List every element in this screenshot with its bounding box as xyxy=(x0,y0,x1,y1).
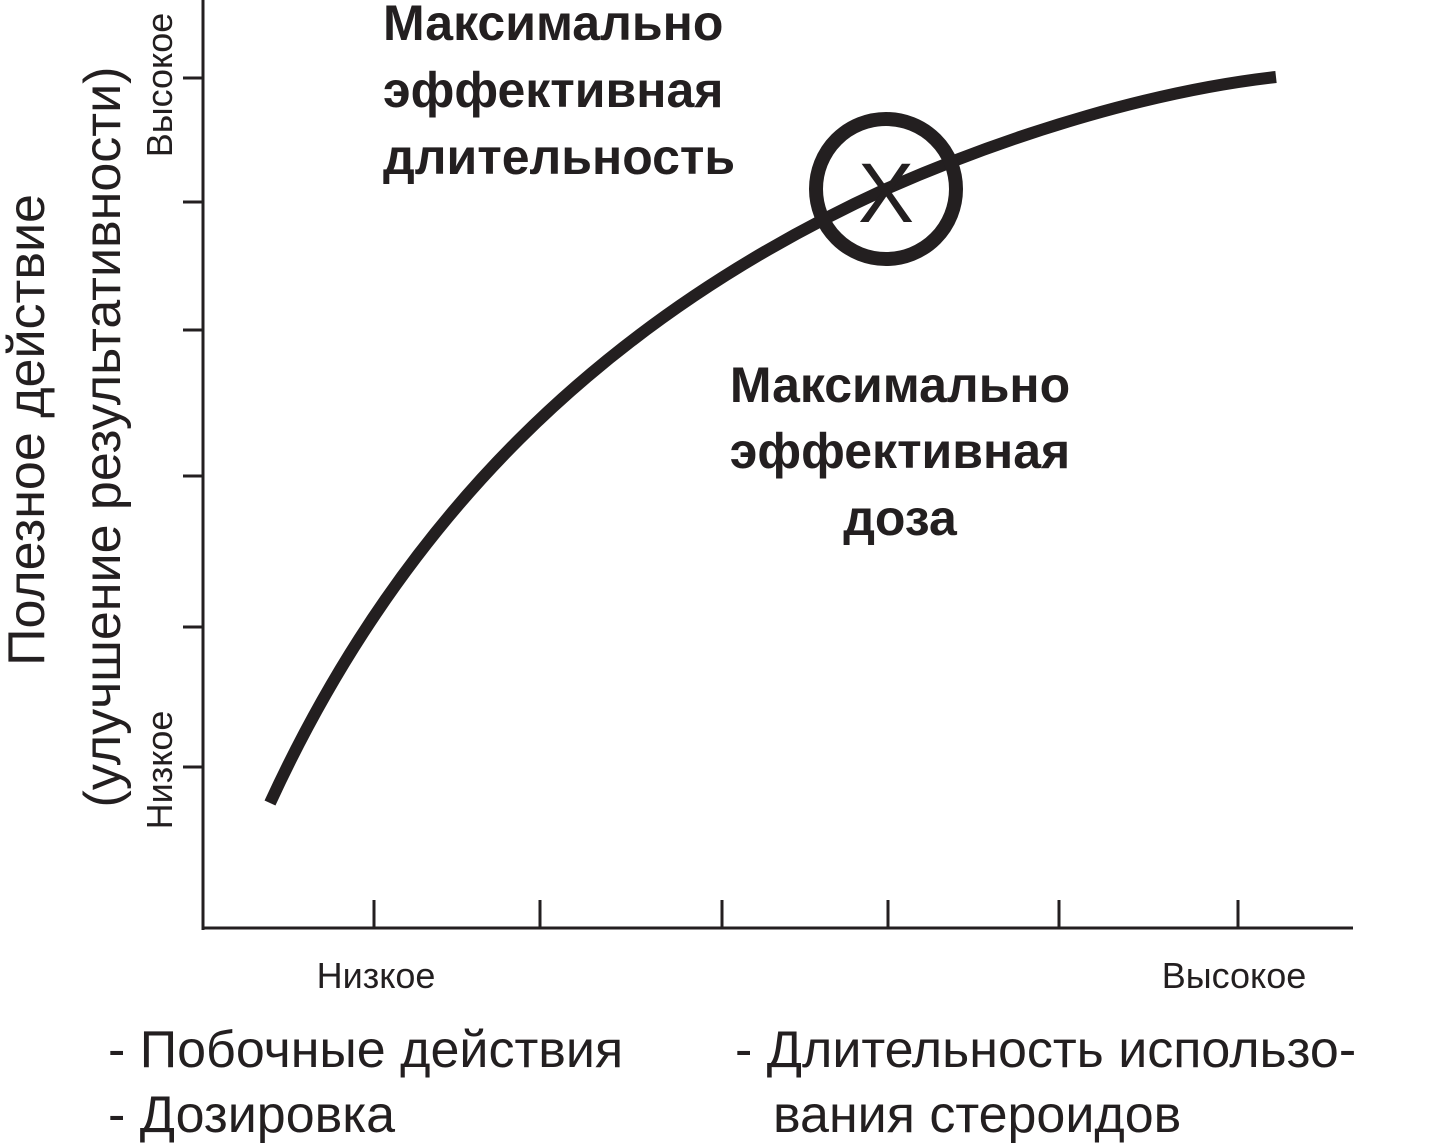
y-label: Высокое xyxy=(139,13,180,158)
x-label: Низкое xyxy=(317,955,436,996)
x-label: Высокое xyxy=(1162,955,1307,996)
x-ticks xyxy=(372,900,1240,928)
annotation: эффективная xyxy=(730,423,1070,479)
marker-label: X xyxy=(858,146,914,240)
legend-item: - Побочные действия xyxy=(108,1021,623,1079)
y-title: Полезное действие xyxy=(0,194,56,666)
curve xyxy=(264,71,1277,806)
legend-item: - Дозировка xyxy=(108,1086,395,1144)
y-ticks xyxy=(183,76,203,769)
annotation: Максимально xyxy=(730,357,1070,413)
annotation: доза xyxy=(843,490,958,546)
annotation: эффективная xyxy=(383,62,723,118)
marker-circle xyxy=(809,112,963,266)
y-label: Низкое xyxy=(139,711,180,830)
annotation: Максимально xyxy=(383,0,723,51)
y-title: (улучшение результативности) xyxy=(74,67,132,808)
legend-item: - Длительность использо- xyxy=(735,1021,1356,1079)
axes xyxy=(183,0,1353,930)
legend-item: вания стероидов xyxy=(773,1086,1181,1144)
annotation: длительность xyxy=(383,129,735,185)
